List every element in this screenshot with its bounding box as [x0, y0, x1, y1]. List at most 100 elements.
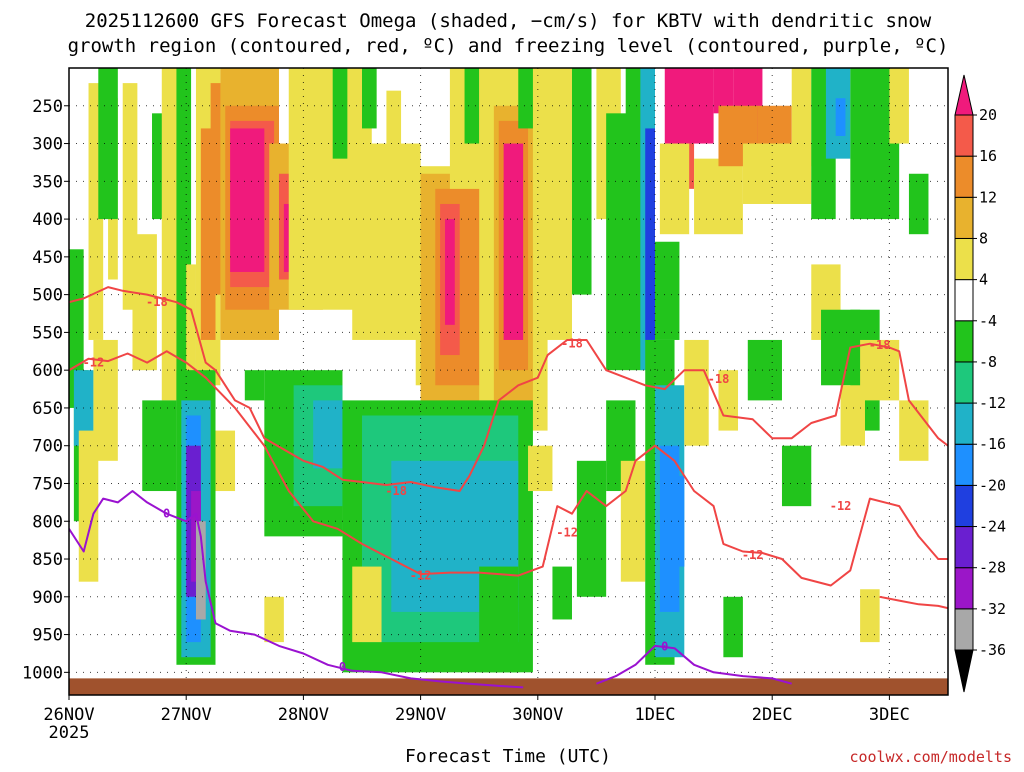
dgz-contour-line	[69, 286, 948, 492]
colorbar-segment	[954, 114, 974, 157]
colorbar-tick-label: 4	[979, 271, 988, 289]
dgz-contour-label: -18	[869, 338, 891, 352]
omega-cell	[308, 158, 338, 295]
omega-cell	[889, 68, 909, 144]
chart-title-line-1: 2025112600 GFS Forecast Omega (shaded, −…	[85, 10, 932, 32]
y-tick-label: 500	[32, 286, 63, 306]
x-tick-label: 30NOV	[512, 705, 563, 725]
omega-cell	[313, 400, 343, 469]
omega-cell	[518, 68, 533, 129]
dgz-contour-line	[69, 350, 948, 587]
plot-frame	[68, 67, 949, 696]
omega-cell	[664, 68, 714, 144]
colorbar: -36 -32 -28 -24 -20 -16 -12 -8 -4 4 8 12 16 20	[954, 74, 1006, 693]
omega-cell	[781, 445, 812, 507]
colorbar-tick-label: 20	[979, 106, 997, 124]
omega-cell	[669, 475, 685, 567]
omega-cell	[860, 339, 900, 401]
dgz-contour-label: -18	[385, 484, 407, 498]
x-tick-label: 28NOV	[278, 705, 329, 725]
y-tick-label: 650	[32, 399, 63, 419]
colorbar-tick-label: -4	[979, 312, 997, 330]
colorbar-tick-label: -28	[979, 559, 1006, 577]
freezing-level-line	[69, 490, 524, 689]
colorbar-segment	[954, 443, 974, 486]
colorbar-tick-label: -32	[979, 600, 1006, 618]
colorbar-segment	[954, 361, 974, 404]
colorbar-segment	[954, 402, 974, 445]
omega-cell	[195, 521, 206, 620]
omega-cell	[132, 234, 157, 371]
colorbar-segment	[954, 567, 974, 610]
y-tick-label: 450	[32, 248, 63, 268]
colorbar-segment	[954, 320, 974, 363]
omega-cell	[655, 241, 680, 340]
omega-cell	[78, 430, 99, 582]
omega-cell	[362, 68, 377, 129]
colorbar-segment	[954, 608, 974, 651]
colorbar-segment	[954, 279, 974, 322]
omega-cell	[142, 400, 177, 492]
omega-cell	[576, 460, 607, 597]
omega-cell	[659, 143, 690, 235]
omega-cell	[571, 68, 592, 295]
freezing-level-label: 0	[661, 640, 668, 654]
colorbar-tick-label: -8	[979, 353, 997, 371]
omega-cell	[352, 566, 382, 643]
colorbar-tick-label: 16	[979, 147, 997, 165]
omega-cell	[386, 90, 402, 220]
omega-cell	[479, 566, 519, 673]
y-tick-label: 750	[32, 474, 63, 494]
y-axis-ticks: 250 300 350 400 450 500 550 600 650 700 750 800 850 9…	[22, 97, 69, 683]
credit-text: coolwx.com/modelts	[849, 748, 1012, 766]
omega-cell	[215, 430, 236, 492]
dgz-contour-label: -12	[410, 569, 432, 583]
colorbar-segment	[954, 484, 974, 528]
dgz-contour-label: -12	[742, 548, 764, 562]
y-tick-label: 250	[32, 97, 63, 117]
omega-cell	[684, 339, 709, 446]
dgz-contour-label: -18	[561, 337, 583, 351]
colorbar-min-arrow	[954, 649, 974, 693]
chart-title-line-2: growth region (contoured, red, ºC) and f…	[68, 35, 949, 57]
colorbar-segment	[954, 237, 974, 281]
dgz-contour-label: -12	[83, 356, 105, 370]
omega-cell	[445, 219, 455, 325]
y-tick-label: 400	[32, 210, 63, 230]
colorbar-tick-label: 8	[979, 229, 988, 247]
y-tick-label: 800	[32, 512, 63, 532]
omega-cell	[537, 68, 572, 340]
x-tick-label: 29NOV	[395, 705, 446, 725]
x-tick-label: 26NOV	[43, 705, 94, 725]
x-tick-label: 27NOV	[161, 705, 212, 725]
omega-cell	[835, 98, 846, 136]
colorbar-max-arrow	[954, 74, 974, 116]
colorbar-tick-label: -16	[979, 435, 1006, 453]
omega-cell	[528, 445, 553, 492]
x-tick-label: 1DEC	[635, 705, 676, 725]
y-tick-label: 900	[32, 588, 63, 608]
y-tick-label: 600	[32, 361, 63, 381]
freezing-level-line	[596, 644, 792, 685]
dgz-contour-label: -12	[556, 526, 578, 540]
omega-cell	[694, 158, 743, 235]
colorbar-segment	[954, 526, 974, 569]
y-tick-label: 700	[32, 437, 63, 457]
colorbar-tick-label: 12	[979, 188, 997, 206]
omega-cell	[244, 370, 265, 401]
y-tick-label: 300	[32, 135, 63, 155]
x-tick-label: 3DEC	[869, 705, 910, 725]
y-tick-label: 550	[32, 323, 63, 343]
dgz-contour-label: -18	[708, 372, 730, 386]
x-axis-label: Forecast Time (UTC)	[405, 746, 611, 767]
colorbar-segment	[954, 196, 974, 239]
y-tick-label: 850	[32, 550, 63, 570]
colorbar-tick-label: -36	[979, 641, 1006, 659]
y-tick-label: 1000	[22, 663, 63, 683]
omega-cell	[645, 128, 655, 340]
y-tick-label: 350	[32, 172, 63, 192]
omega-cell	[186, 264, 196, 431]
